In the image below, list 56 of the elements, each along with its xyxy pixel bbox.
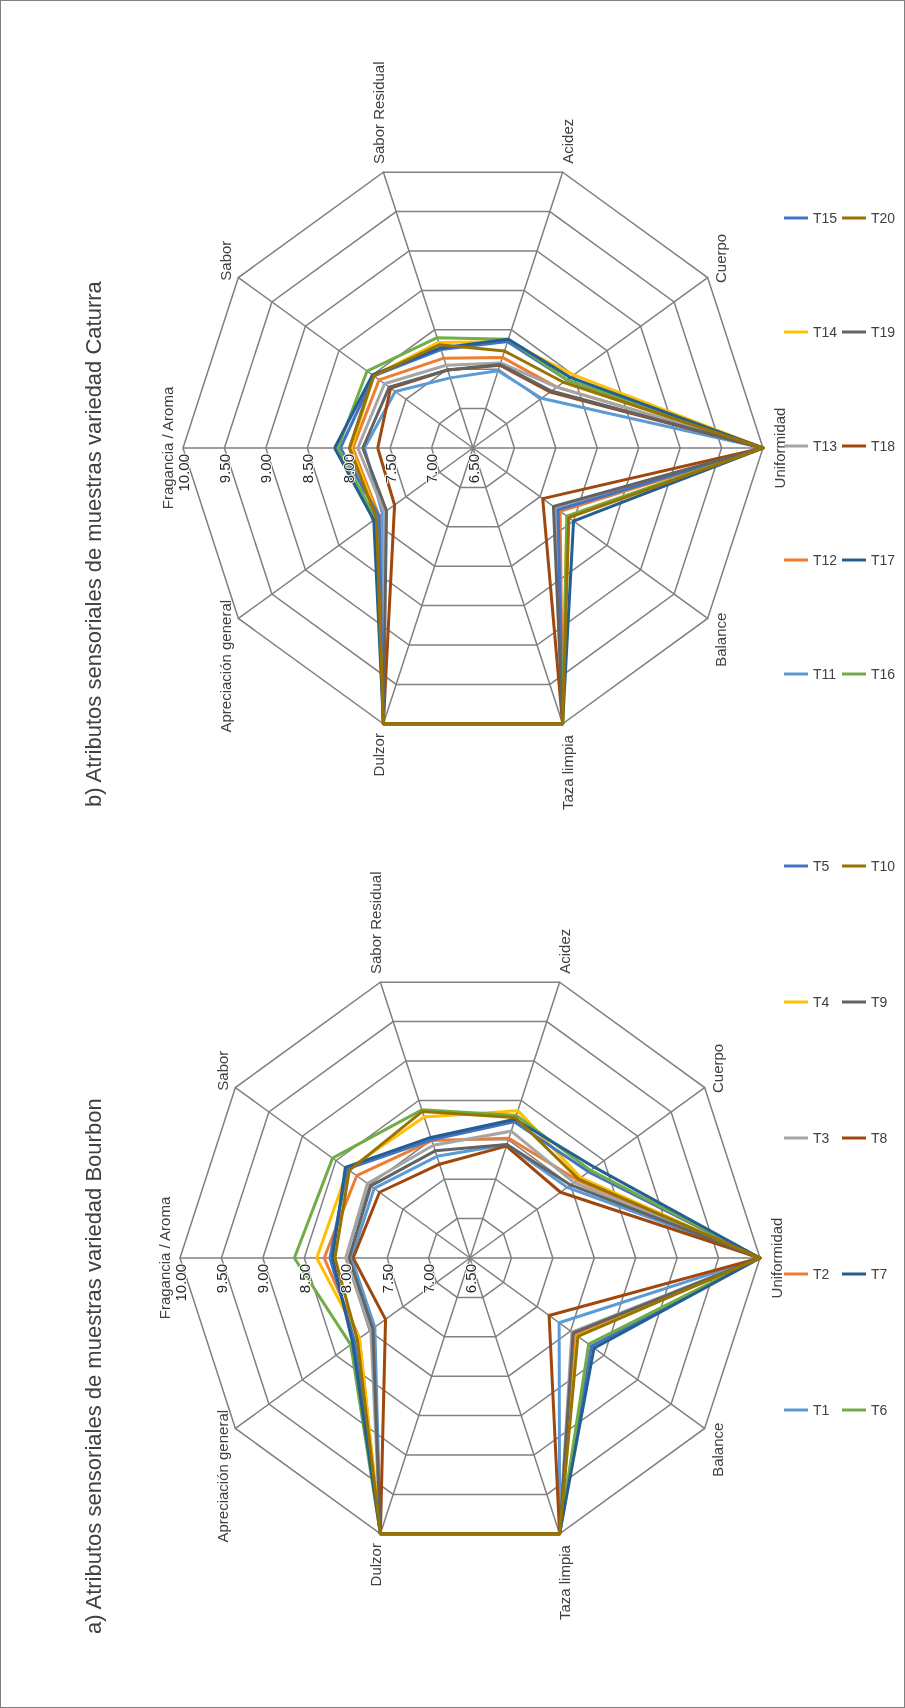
y-tick-label: 7.50 bbox=[381, 454, 399, 484]
spoke-label: Apreciación general bbox=[213, 1409, 231, 1543]
legend-label: T11 bbox=[813, 666, 837, 682]
legend-label: T4 bbox=[813, 994, 830, 1010]
legend-label: T10 bbox=[871, 858, 896, 874]
legend-label: T9 bbox=[871, 994, 888, 1010]
y-tick-label: 8.00 bbox=[340, 454, 358, 484]
spoke-label: Fragancia / Aroma bbox=[158, 386, 176, 510]
text: a) Atributos sensoriales de muestras variedad Bourbon bbox=[80, 1098, 106, 1634]
legend-label: T6 bbox=[871, 1402, 888, 1418]
legend-label: T12 bbox=[813, 552, 838, 568]
spoke-label: Acidez bbox=[559, 118, 577, 164]
y-tick-label: 9.00 bbox=[254, 1264, 272, 1294]
text: b) Atributos sensoriales de muestras variedad Caturra bbox=[80, 280, 106, 807]
spoke-label: Taza limpia bbox=[559, 734, 577, 811]
y-tick-label: 7.00 bbox=[423, 454, 441, 484]
spoke-label: Sabor bbox=[213, 1050, 231, 1091]
legend-label: T5 bbox=[813, 858, 830, 874]
y-tick-label: 7.00 bbox=[420, 1264, 438, 1294]
legend-label: T16 bbox=[871, 666, 896, 682]
spoke-label: Uniformidad bbox=[767, 1217, 785, 1299]
spoke-label: Dulzor bbox=[369, 733, 387, 777]
legend-label: T15 bbox=[813, 210, 838, 226]
legend-label: T18 bbox=[871, 438, 896, 454]
y-tick-label: 9.00 bbox=[257, 454, 275, 484]
legend-label: T20 bbox=[871, 210, 896, 226]
legend-label: T8 bbox=[871, 1130, 888, 1146]
spoke-label: Balance bbox=[712, 612, 730, 667]
y-tick-label: 6.50 bbox=[464, 454, 482, 484]
spoke-label: Taza limpia bbox=[556, 1544, 574, 1621]
spoke-label: Balance bbox=[709, 1422, 727, 1477]
y-tick-label: 8.50 bbox=[295, 1264, 313, 1294]
spoke-label: Cuerpo bbox=[712, 233, 730, 284]
legend-label: T2 bbox=[813, 1266, 830, 1282]
spoke-label: Sabor Residual bbox=[366, 871, 384, 975]
y-tick-label: 9.50 bbox=[212, 1264, 230, 1294]
legend-label: T19 bbox=[871, 324, 896, 340]
legend-label: T13 bbox=[813, 438, 838, 454]
y-tick-label: 6.50 bbox=[461, 1264, 479, 1294]
legend-label: T1 bbox=[813, 1402, 830, 1418]
spoke-label: Acidez bbox=[556, 928, 574, 974]
y-tick-label: 8.00 bbox=[337, 1264, 355, 1294]
y-tick-label: 7.50 bbox=[378, 1264, 396, 1294]
spoke-label: Sabor bbox=[216, 240, 234, 281]
legend-label: T14 bbox=[813, 324, 838, 340]
spoke-label: Uniformidad bbox=[770, 407, 788, 489]
spoke-label: Cuerpo bbox=[709, 1043, 727, 1094]
spoke-label: Sabor Residual bbox=[369, 61, 387, 165]
spoke-label: Fragancia / Aroma bbox=[155, 1196, 173, 1320]
legend-label: T17 bbox=[871, 552, 896, 568]
legend-label: T3 bbox=[813, 1130, 830, 1146]
y-tick-label: 8.50 bbox=[298, 454, 316, 484]
y-tick-label: 9.50 bbox=[215, 454, 233, 484]
spoke-label: Dulzor bbox=[366, 1543, 384, 1587]
legend-label: T7 bbox=[871, 1266, 888, 1282]
spoke-label: Apreciación general bbox=[216, 599, 234, 733]
